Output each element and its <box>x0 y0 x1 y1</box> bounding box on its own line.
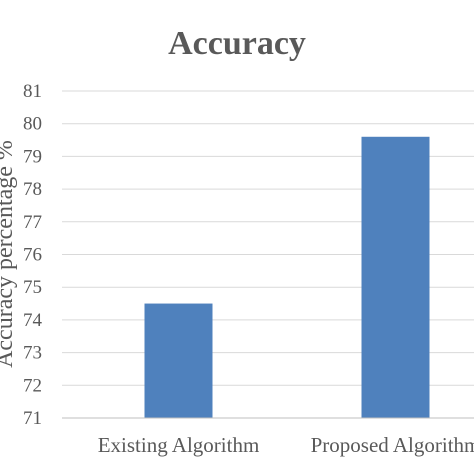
y-axis-ticks: 71 72 73 74 75 76 77 78 79 80 81 <box>23 81 43 429</box>
y-tick-label: 72 <box>23 375 42 396</box>
y-tick-label: 76 <box>23 245 42 266</box>
x-axis-categories: Existing Algorithm Proposed Algorithm <box>98 433 474 457</box>
x-category-label: Existing Algorithm <box>98 433 260 457</box>
bars <box>144 136 430 418</box>
y-tick-label: 73 <box>23 343 42 364</box>
y-tick-label: 78 <box>23 179 42 200</box>
bar-existing <box>144 303 213 418</box>
y-tick-label: 80 <box>23 114 42 135</box>
chart-title: Accuracy <box>168 25 306 62</box>
y-tick-label: 81 <box>23 81 42 102</box>
y-tick-label: 71 <box>23 408 42 429</box>
x-category-label: Proposed Algorithm <box>311 433 474 457</box>
y-axis-title: Accuracy percentage % <box>0 140 18 368</box>
y-tick-label: 74 <box>23 310 43 331</box>
y-tick-label: 77 <box>23 212 42 233</box>
y-tick-label: 79 <box>23 146 42 167</box>
bar-proposed <box>361 136 430 418</box>
gridlines <box>62 90 474 386</box>
y-tick-label: 75 <box>23 277 42 298</box>
